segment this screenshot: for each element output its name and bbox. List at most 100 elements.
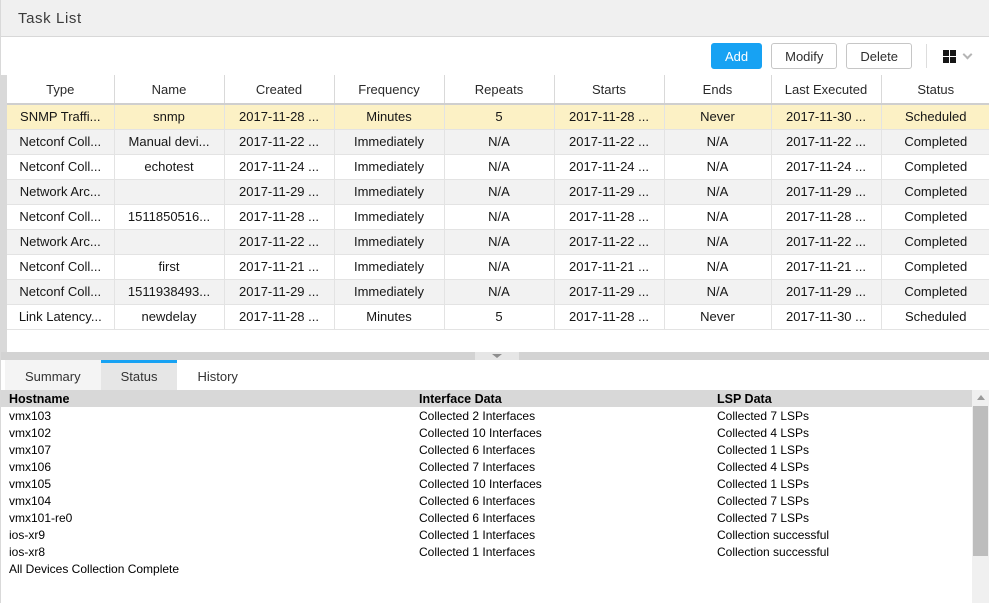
status-cell-interface-data: Collected 10 Interfaces bbox=[419, 425, 542, 440]
arrow-up-icon bbox=[976, 395, 985, 400]
task-cell-type: Netconf Coll... bbox=[7, 204, 115, 230]
column-header-frequency[interactable]: Frequency bbox=[334, 75, 445, 105]
status-row: ios-xr9 Collected 1 Interfaces Collection … bbox=[1, 526, 973, 543]
task-row-6[interactable]: Network Arc... 2017-11-22 ... Immediately N… bbox=[7, 229, 989, 255]
task-row-8[interactable]: Netconf Coll... 1511938493... 2017-11-29 .… bbox=[7, 279, 989, 305]
status-cell-lsp-data: Collected 4 LSPs bbox=[717, 425, 810, 440]
task-cell-type: Netconf Coll... bbox=[7, 154, 115, 180]
status-cell-hostname: ios-xr9 bbox=[9, 527, 46, 542]
task-cell-type: Link Latency... bbox=[7, 304, 115, 330]
column-header-type[interactable]: Type bbox=[7, 75, 115, 105]
delete-button[interactable]: Delete bbox=[846, 43, 912, 69]
splitter-collapse-button[interactable] bbox=[475, 352, 519, 360]
column-header-status[interactable]: Status bbox=[881, 75, 989, 105]
task-cell-created: 2017-11-22 ... bbox=[224, 129, 335, 155]
task-cell-ends: N/A bbox=[664, 129, 772, 155]
status-cell-hostname: vmx105 bbox=[9, 476, 52, 491]
status-cell-hostname: vmx106 bbox=[9, 459, 52, 474]
task-cell-ends: N/A bbox=[664, 279, 772, 305]
status-cell-interface-data: Collected 1 Interfaces bbox=[419, 527, 536, 542]
column-header-repeats[interactable]: Repeats bbox=[444, 75, 555, 105]
task-cell-name: 1511938493... bbox=[114, 279, 225, 305]
status-cell-interface-data: Collected 6 Interfaces bbox=[419, 510, 536, 525]
task-cell-repeats: N/A bbox=[444, 129, 555, 155]
task-cell-repeats: N/A bbox=[444, 154, 555, 180]
task-cell-frequency: Minutes bbox=[334, 304, 445, 330]
task-cell-last-executed: 2017-11-22 ... bbox=[771, 129, 882, 155]
scrollbar-thumb[interactable] bbox=[973, 406, 988, 556]
column-picker-button[interactable] bbox=[935, 46, 979, 67]
status-column-header-interface-data: Interface Data bbox=[419, 391, 502, 406]
task-cell-starts: 2017-11-22 ... bbox=[554, 229, 665, 255]
task-cell-created: 2017-11-28 ... bbox=[224, 204, 335, 230]
vertical-scrollbar[interactable] bbox=[972, 390, 989, 603]
panel-splitter[interactable] bbox=[1, 352, 989, 360]
status-row: vmx103 Collected 2 Interfaces Collected 7 … bbox=[1, 407, 973, 424]
task-cell-status: Completed bbox=[881, 129, 989, 155]
task-cell-name: snmp bbox=[114, 104, 225, 130]
task-row-1[interactable]: SNMP Traffi... snmp 2017-11-28 ... Minutes 5… bbox=[7, 104, 989, 130]
task-cell-repeats: 5 bbox=[444, 304, 555, 330]
task-row-9[interactable]: Link Latency... newdelay 2017-11-28 ... Min… bbox=[7, 304, 989, 330]
status-cell-interface-data: Collected 10 Interfaces bbox=[419, 476, 542, 491]
status-column-header-hostname: Hostname bbox=[9, 391, 70, 406]
status-cell-hostname: vmx101-re0 bbox=[9, 510, 73, 525]
task-cell-last-executed: 2017-11-29 ... bbox=[771, 179, 882, 205]
task-row-2[interactable]: Netconf Coll... Manual devi... 2017-11-22 … bbox=[7, 129, 989, 155]
modify-button[interactable]: Modify bbox=[771, 43, 838, 69]
task-cell-created: 2017-11-29 ... bbox=[224, 179, 335, 205]
task-cell-ends: N/A bbox=[664, 229, 772, 255]
status-column-header-lsp-data: LSP Data bbox=[717, 391, 772, 406]
task-cell-repeats: N/A bbox=[444, 179, 555, 205]
task-cell-last-executed: 2017-11-21 ... bbox=[771, 254, 882, 280]
task-cell-starts: 2017-11-21 ... bbox=[554, 254, 665, 280]
toolbar: Add Modify Delete bbox=[1, 37, 989, 75]
task-cell-status: Completed bbox=[881, 154, 989, 180]
status-row: vmx102 Collected 10 Interfaces Collected 4… bbox=[1, 424, 973, 441]
column-header-created[interactable]: Created bbox=[224, 75, 335, 105]
task-cell-ends: Never bbox=[664, 104, 772, 130]
task-row-3[interactable]: Netconf Coll... echotest 2017-11-24 ... Imm… bbox=[7, 154, 989, 180]
tab-summary[interactable]: Summary bbox=[5, 360, 101, 390]
tab-status[interactable]: Status bbox=[100, 360, 178, 390]
task-cell-status: Scheduled bbox=[881, 104, 989, 130]
task-cell-repeats: N/A bbox=[444, 279, 555, 305]
tab-history[interactable]: History bbox=[197, 369, 238, 384]
status-cell-lsp-data: Collected 1 LSPs bbox=[717, 476, 810, 491]
task-cell-starts: 2017-11-28 ... bbox=[554, 104, 665, 130]
status-table: Hostname Interface Data LSP Data vmx103 Col… bbox=[1, 390, 973, 577]
task-cell-status: Completed bbox=[881, 254, 989, 280]
status-cell-interface-data: Collected 2 Interfaces bbox=[419, 408, 536, 423]
task-cell-starts: 2017-11-29 ... bbox=[554, 179, 665, 205]
column-header-starts[interactable]: Starts bbox=[554, 75, 665, 105]
status-panel: Hostname Interface Data LSP Data vmx103 Col… bbox=[1, 390, 989, 603]
status-row: ios-xr8 Collected 1 Interfaces Collection … bbox=[1, 543, 973, 560]
column-header-name[interactable]: Name bbox=[114, 75, 225, 105]
task-cell-frequency: Immediately bbox=[334, 279, 445, 305]
add-button[interactable]: Add bbox=[710, 43, 763, 69]
status-cell-interface-data: Collected 7 Interfaces bbox=[419, 459, 536, 474]
task-cell-created: 2017-11-28 ... bbox=[224, 104, 335, 130]
task-row-5[interactable]: Netconf Coll... 1511850516... 2017-11-28 .… bbox=[7, 204, 989, 230]
task-cell-starts: 2017-11-24 ... bbox=[554, 154, 665, 180]
task-cell-last-executed: 2017-11-24 ... bbox=[771, 154, 882, 180]
scroll-up-button[interactable] bbox=[972, 390, 989, 405]
task-row-7[interactable]: Netconf Coll... first 2017-11-21 ... Immedi… bbox=[7, 254, 989, 280]
task-cell-repeats: N/A bbox=[444, 204, 555, 230]
status-cell-lsp-data: Collected 1 LSPs bbox=[717, 442, 810, 457]
status-row: vmx106 Collected 7 Interfaces Collected 4 … bbox=[1, 458, 973, 475]
task-cell-starts: 2017-11-28 ... bbox=[554, 204, 665, 230]
chevron-down-icon bbox=[962, 49, 973, 59]
column-header-last-executed[interactable]: Last Executed bbox=[771, 75, 882, 105]
task-cell-ends: Never bbox=[664, 304, 772, 330]
status-cell-lsp-data: Collected 7 LSPs bbox=[717, 408, 810, 423]
task-cell-frequency: Minutes bbox=[334, 104, 445, 130]
task-table-body: SNMP Traffi... snmp 2017-11-28 ... Minutes 5… bbox=[7, 104, 989, 330]
column-header-ends[interactable]: Ends bbox=[664, 75, 772, 105]
status-cell-interface-data: Collected 6 Interfaces bbox=[419, 493, 536, 508]
task-cell-frequency: Immediately bbox=[334, 204, 445, 230]
task-cell-last-executed: 2017-11-30 ... bbox=[771, 104, 882, 130]
task-row-4[interactable]: Network Arc... 2017-11-29 ... Immediately N… bbox=[7, 179, 989, 205]
task-grid-zone: Type Name Created Frequency Repeats Starts End… bbox=[1, 75, 989, 352]
